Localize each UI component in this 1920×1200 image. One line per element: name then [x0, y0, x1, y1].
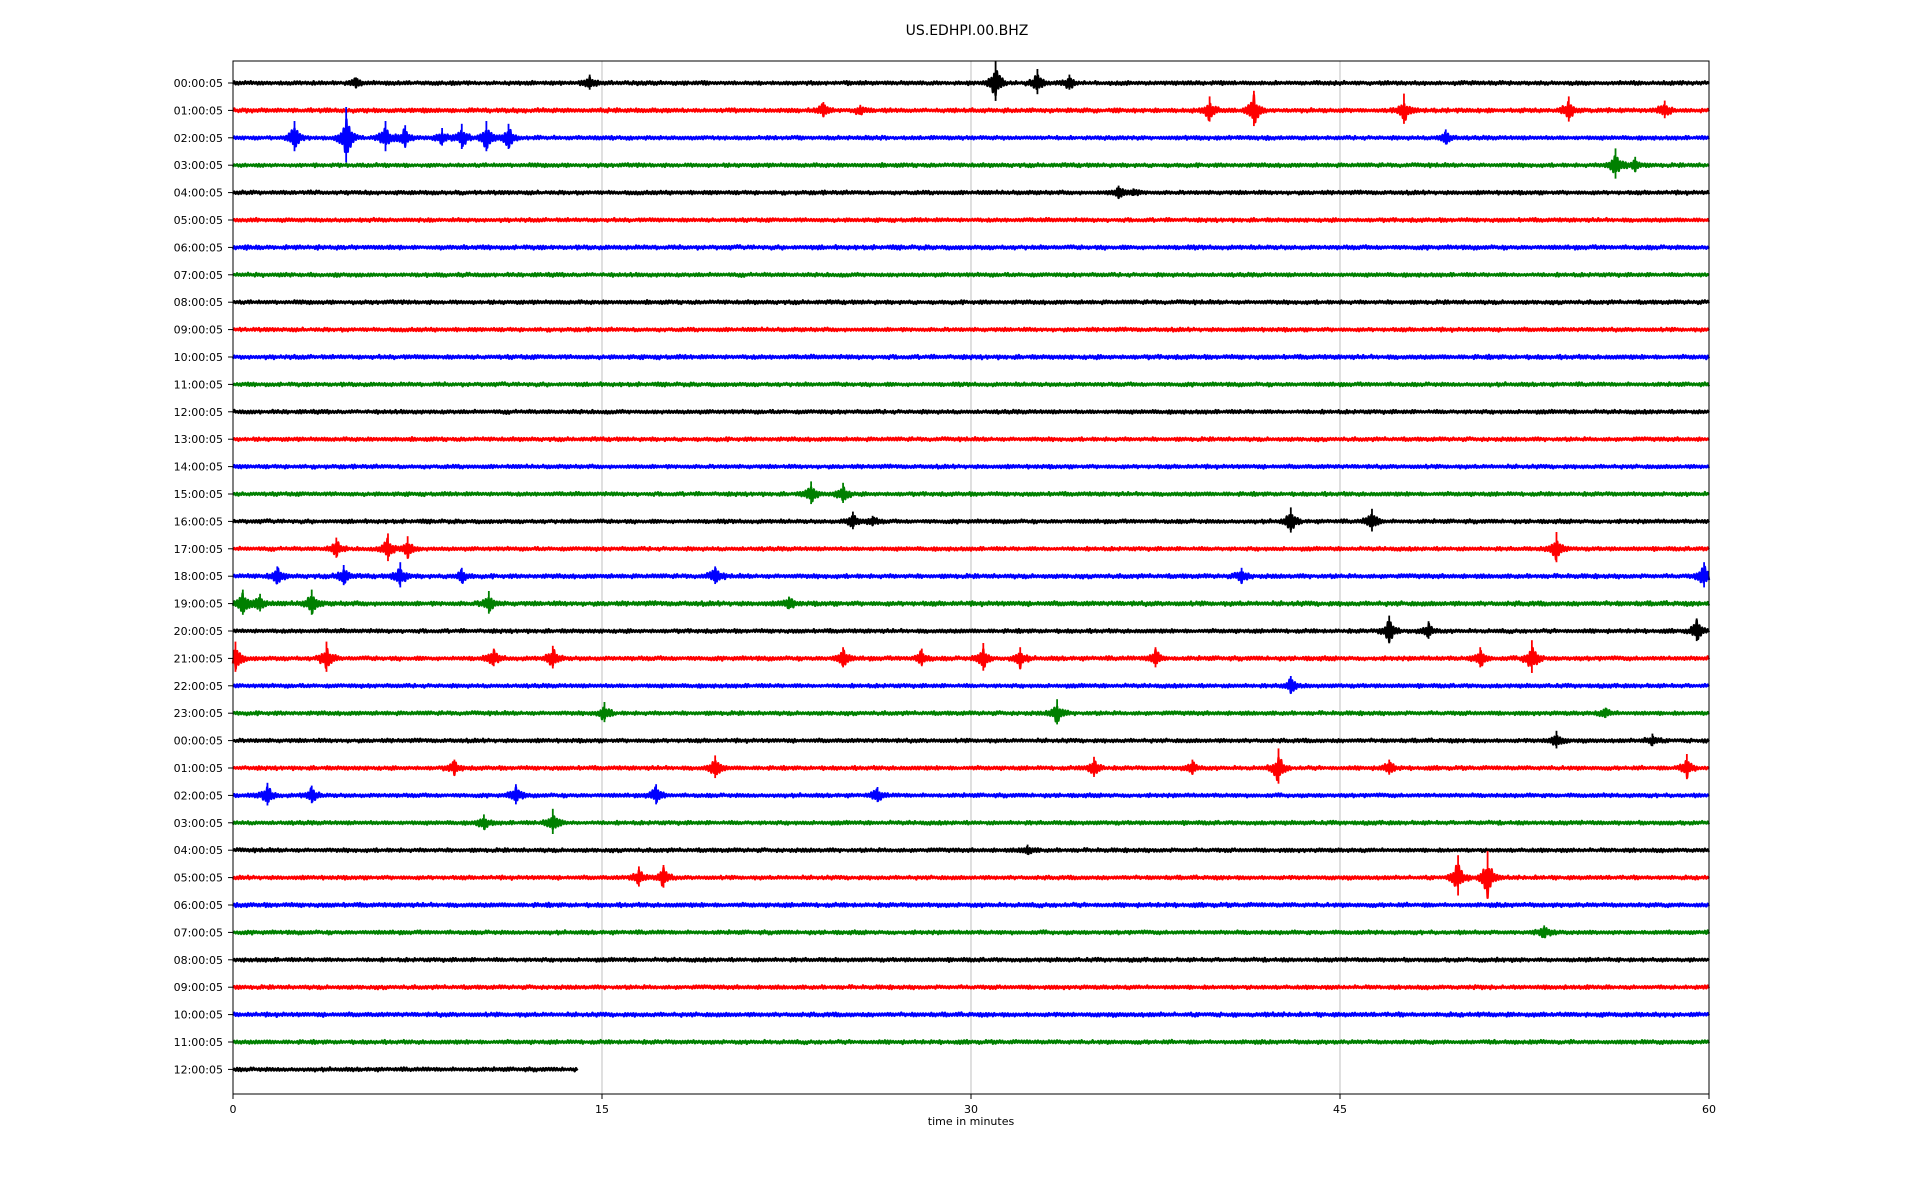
row-time-label: 07:00:05: [174, 926, 223, 939]
trace-line: [232, 537, 1710, 561]
x-axis: 0 15 30 45 60: [230, 1094, 1716, 1116]
row-time-label: 03:00:05: [174, 817, 223, 830]
x-axis-label: time in minutes: [928, 1115, 1015, 1128]
trace-line: [231, 187, 1711, 200]
row-time-label: 02:00:05: [174, 132, 223, 145]
row-time-label: 13:00:05: [174, 433, 223, 446]
x-tick-label: 30: [964, 1103, 978, 1116]
row-time-label: 21:00:05: [174, 652, 223, 665]
trace-line: [231, 619, 1711, 644]
trace-line: [231, 864, 1710, 899]
row-time-label: 08:00:05: [174, 296, 223, 309]
trace-line: [232, 984, 1711, 991]
trace-line: [231, 646, 1711, 670]
trace-line: [231, 786, 1710, 804]
x-tick-label: 15: [595, 1103, 609, 1116]
trace-line: [231, 592, 1711, 615]
trace-line: [232, 118, 1711, 154]
trace-line: [231, 408, 1710, 415]
trace-line: [232, 271, 1710, 278]
row-time-label: 23:00:05: [174, 707, 223, 720]
row-time-label: 17:00:05: [174, 543, 223, 556]
x-tick-label: 0: [230, 1103, 237, 1116]
trace-group: [231, 60, 1711, 1073]
trace-line: [232, 381, 1711, 388]
row-time-label: 12:00:05: [174, 1063, 223, 1076]
row-time-label: 03:00:05: [174, 159, 223, 172]
row-time-label: 10:00:05: [174, 351, 223, 364]
trace-line: [232, 845, 1711, 856]
trace-line: [232, 326, 1710, 333]
trace-line: [232, 678, 1710, 695]
trace-line: [231, 353, 1711, 361]
row-time-label: 15:00:05: [174, 488, 223, 501]
row-time-label: 04:00:05: [174, 844, 223, 857]
row-time-label: 16:00:05: [174, 515, 223, 528]
row-time-label: 00:00:05: [174, 735, 223, 748]
row-time-label: 05:00:05: [174, 872, 223, 885]
trace-line: [232, 927, 1711, 939]
trace-line: [232, 486, 1710, 503]
trace-line: [232, 705, 1710, 723]
row-time-label: 18:00:05: [174, 570, 223, 583]
row-time-label: 20:00:05: [174, 625, 223, 638]
trace-line: [232, 216, 1711, 224]
trace-line: [232, 1066, 579, 1073]
trace-line: [231, 815, 1711, 831]
row-time-label: 11:00:05: [174, 1036, 223, 1049]
row-time-label: 01:00:05: [174, 762, 223, 775]
row-time-label: 04:00:05: [174, 187, 223, 200]
x-tick-label: 45: [1333, 1103, 1347, 1116]
trace-line: [232, 436, 1710, 443]
row-time-label: 12:00:05: [174, 406, 223, 419]
trace-line: [231, 1011, 1711, 1018]
row-time-label: 06:00:05: [174, 899, 223, 912]
trace-line: [232, 756, 1710, 782]
trace-line: [232, 735, 1710, 747]
row-time-label: 06:00:05: [174, 241, 223, 254]
trace-line: [232, 1038, 1711, 1046]
row-time-label: 00:00:05: [174, 77, 223, 90]
y-axis: 00:00:05 01:00:05 02:00:05 03:00:05 04:00:05…: [174, 77, 233, 1076]
trace-line: [231, 901, 1711, 909]
chart-title: US.EDHPI.00.BHZ: [906, 23, 1029, 39]
trace-line: [231, 244, 1710, 251]
trace-line: [231, 155, 1710, 174]
row-time-label: 01:00:05: [174, 104, 223, 117]
row-time-label: 22:00:05: [174, 680, 223, 693]
row-time-label: 05:00:05: [174, 214, 223, 227]
row-time-label: 09:00:05: [174, 981, 223, 994]
row-time-label: 09:00:05: [174, 324, 223, 337]
row-time-label: 02:00:05: [174, 789, 223, 802]
trace-line: [231, 513, 1710, 531]
trace-line: [232, 299, 1711, 306]
trace-line: [231, 93, 1711, 124]
row-time-label: 14:00:05: [174, 461, 223, 474]
row-time-label: 11:00:05: [174, 378, 223, 391]
trace-line: [231, 70, 1710, 97]
row-time-label: 07:00:05: [174, 269, 223, 282]
trace-line: [232, 956, 1710, 963]
x-tick-label: 60: [1702, 1103, 1716, 1116]
row-time-label: 08:00:05: [174, 954, 223, 967]
row-time-label: 19:00:05: [174, 598, 223, 611]
trace-line: [231, 463, 1711, 470]
row-time-label: 10:00:05: [174, 1009, 223, 1022]
trace-line: [231, 565, 1711, 585]
